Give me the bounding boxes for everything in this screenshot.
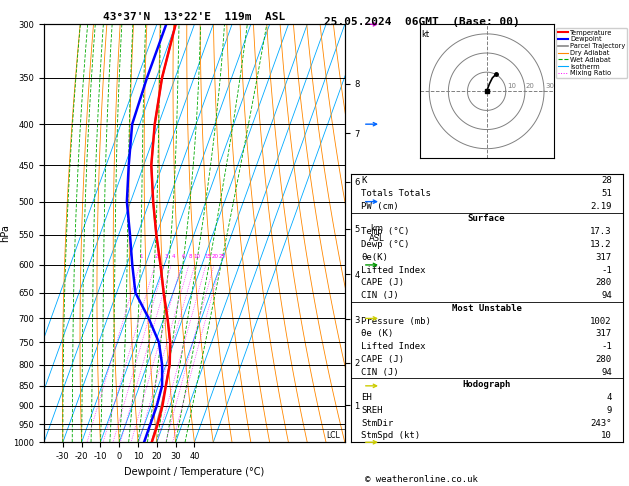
Text: 15: 15: [204, 254, 211, 259]
Text: Temp (°C): Temp (°C): [362, 227, 410, 236]
Text: LCL: LCL: [326, 431, 340, 440]
Text: Most Unstable: Most Unstable: [452, 304, 521, 313]
Text: -1: -1: [601, 342, 612, 351]
Text: Surface: Surface: [468, 214, 506, 224]
Text: PW (cm): PW (cm): [362, 202, 399, 211]
Text: 10: 10: [507, 84, 516, 89]
Text: 10: 10: [601, 432, 612, 440]
Text: 51: 51: [601, 189, 612, 198]
Text: kt: kt: [421, 30, 430, 39]
Text: 13.2: 13.2: [591, 240, 612, 249]
Text: 25: 25: [218, 254, 225, 259]
Text: CAPE (J): CAPE (J): [362, 278, 404, 287]
Text: 3: 3: [164, 254, 168, 259]
Text: -1: -1: [601, 265, 612, 275]
Text: CAPE (J): CAPE (J): [362, 355, 404, 364]
Text: 317: 317: [596, 330, 612, 338]
Title: 43°37'N  13°22'E  119m  ASL: 43°37'N 13°22'E 119m ASL: [103, 12, 286, 22]
Text: 280: 280: [596, 278, 612, 287]
Text: Lifted Index: Lifted Index: [362, 265, 426, 275]
Text: 10: 10: [193, 254, 200, 259]
Text: Lifted Index: Lifted Index: [362, 342, 426, 351]
Text: SREH: SREH: [362, 406, 383, 415]
Text: © weatheronline.co.uk: © weatheronline.co.uk: [365, 474, 478, 484]
Text: 30: 30: [545, 84, 554, 89]
Text: 25.05.2024  06GMT  (Base: 00): 25.05.2024 06GMT (Base: 00): [323, 17, 520, 27]
Text: θe (K): θe (K): [362, 330, 394, 338]
Text: 20: 20: [212, 254, 219, 259]
Y-axis label: km
ASL: km ASL: [369, 224, 384, 243]
Text: 20: 20: [526, 84, 535, 89]
Text: EH: EH: [362, 393, 372, 402]
Text: 1: 1: [140, 254, 143, 259]
Legend: Temperature, Dewpoint, Parcel Trajectory, Dry Adiabat, Wet Adiabat, Isotherm, Mi: Temperature, Dewpoint, Parcel Trajectory…: [556, 28, 627, 78]
Text: StmSpd (kt): StmSpd (kt): [362, 432, 421, 440]
X-axis label: Dewpoint / Temperature (°C): Dewpoint / Temperature (°C): [125, 467, 265, 477]
Text: 9: 9: [606, 406, 612, 415]
Text: 94: 94: [601, 291, 612, 300]
Text: 8: 8: [189, 254, 192, 259]
Text: StmDir: StmDir: [362, 418, 394, 428]
Text: Hodograph: Hodograph: [462, 381, 511, 389]
Text: K: K: [362, 176, 367, 185]
Text: 1002: 1002: [591, 316, 612, 326]
Text: 243°: 243°: [591, 418, 612, 428]
Text: Totals Totals: Totals Totals: [362, 189, 431, 198]
Text: CIN (J): CIN (J): [362, 367, 399, 377]
Text: 6: 6: [181, 254, 185, 259]
Text: 17.3: 17.3: [591, 227, 612, 236]
Text: 4: 4: [171, 254, 175, 259]
Text: 280: 280: [596, 355, 612, 364]
Text: 2.19: 2.19: [591, 202, 612, 211]
Text: CIN (J): CIN (J): [362, 291, 399, 300]
Y-axis label: hPa: hPa: [1, 225, 11, 242]
Text: 2: 2: [155, 254, 159, 259]
Text: 94: 94: [601, 367, 612, 377]
Text: θe(K): θe(K): [362, 253, 388, 262]
Text: 4: 4: [606, 393, 612, 402]
Text: 28: 28: [601, 176, 612, 185]
Text: Pressure (mb): Pressure (mb): [362, 316, 431, 326]
Text: Dewp (°C): Dewp (°C): [362, 240, 410, 249]
Text: 317: 317: [596, 253, 612, 262]
